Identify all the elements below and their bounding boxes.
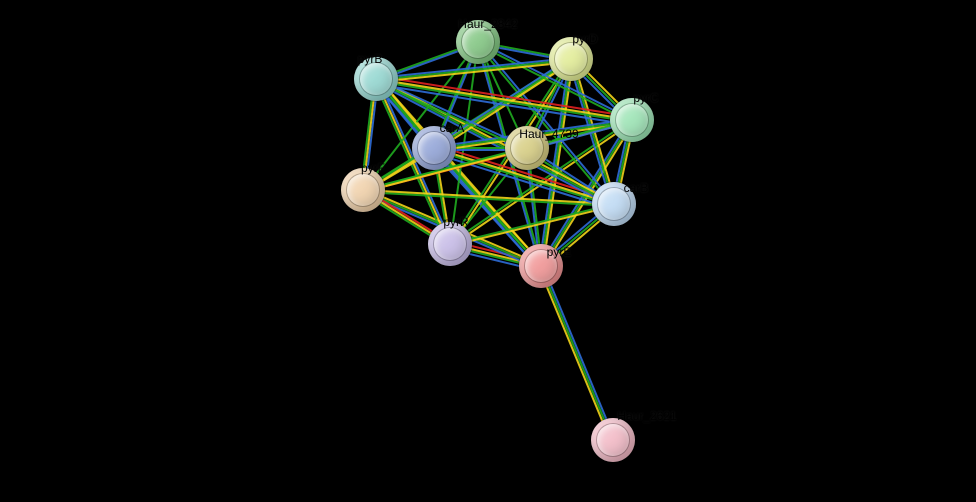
node-pyrC[interactable]	[610, 98, 654, 142]
node-pyrB[interactable]	[354, 57, 398, 101]
node-inner	[360, 63, 392, 95]
node-inner	[598, 188, 630, 220]
node-inner	[418, 132, 450, 164]
edge	[363, 189, 614, 205]
edge	[432, 57, 570, 148]
edge	[376, 61, 571, 83]
node-Haur_4739[interactable]	[505, 126, 549, 170]
edge	[478, 42, 616, 205]
node-carB[interactable]	[592, 182, 636, 226]
edge	[542, 60, 574, 267]
edge	[376, 80, 632, 123]
node-inner	[462, 26, 494, 58]
node-inner	[616, 104, 648, 136]
node-inner	[434, 228, 466, 260]
edge	[538, 268, 612, 443]
edge	[435, 61, 573, 152]
node-inner	[555, 43, 587, 75]
node-inner	[347, 174, 379, 206]
node-pyrD[interactable]	[549, 37, 593, 81]
edge	[450, 205, 614, 247]
node-pyrF[interactable]	[341, 168, 385, 212]
edge	[362, 119, 631, 191]
edge	[449, 203, 613, 245]
edge	[376, 78, 632, 121]
edge	[376, 75, 632, 118]
edge	[433, 59, 571, 150]
node-label-Haur_2621: Haur_2621	[617, 409, 676, 423]
node-pyrR[interactable]	[428, 222, 472, 266]
edge	[540, 60, 572, 267]
edge	[375, 83, 631, 126]
edge	[476, 43, 614, 206]
edge	[540, 267, 614, 442]
node-inner	[597, 424, 629, 456]
node-carA[interactable]	[412, 126, 456, 170]
node-inner	[525, 250, 557, 282]
edge	[363, 121, 632, 193]
edge	[363, 191, 614, 207]
network-graph: pyrEHaur_2621pyrRcarBpyrFcarAHaur_4739py…	[0, 0, 976, 502]
node-Haur_2842[interactable]	[456, 20, 500, 64]
node-pyrE[interactable]	[519, 244, 563, 288]
edge	[374, 81, 613, 208]
edge	[376, 79, 615, 206]
node-Haur_2621[interactable]	[591, 418, 635, 462]
edge	[542, 266, 616, 441]
node-inner	[511, 132, 543, 164]
